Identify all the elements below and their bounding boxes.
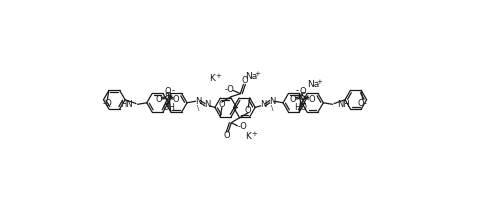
Text: O: O [165, 87, 171, 96]
Text: -: - [172, 86, 175, 95]
Text: -: - [295, 86, 299, 95]
Text: \: \ [271, 105, 273, 111]
Text: OH: OH [163, 103, 176, 112]
Text: -O: -O [103, 99, 112, 108]
Text: O: O [308, 95, 315, 104]
Text: +: + [317, 79, 322, 85]
Text: HO: HO [294, 103, 307, 112]
Text: \: \ [197, 105, 199, 111]
Text: O: O [242, 76, 248, 85]
Text: -O: -O [225, 85, 235, 94]
Text: O: O [155, 95, 162, 104]
Text: +: + [215, 73, 221, 79]
Text: S: S [299, 93, 305, 102]
Text: N: N [269, 97, 275, 106]
Text: O: O [299, 87, 305, 96]
Text: K: K [245, 132, 251, 141]
Text: Na: Na [307, 80, 319, 89]
Text: +: + [255, 71, 260, 77]
Text: HN: HN [120, 100, 133, 109]
Text: K: K [209, 74, 215, 83]
Text: Na: Na [245, 72, 257, 81]
Text: O: O [290, 95, 296, 104]
Text: O: O [245, 106, 252, 115]
Text: N: N [204, 100, 211, 109]
Text: +: + [252, 131, 257, 137]
Text: O: O [224, 131, 230, 140]
Text: N: N [195, 97, 201, 106]
Text: NH: NH [337, 100, 350, 109]
Text: O: O [219, 100, 225, 109]
Text: N: N [260, 100, 266, 109]
Text: -O: -O [237, 122, 247, 131]
Text: O: O [172, 95, 179, 104]
Text: S: S [165, 93, 171, 102]
Text: O-: O- [358, 99, 368, 108]
